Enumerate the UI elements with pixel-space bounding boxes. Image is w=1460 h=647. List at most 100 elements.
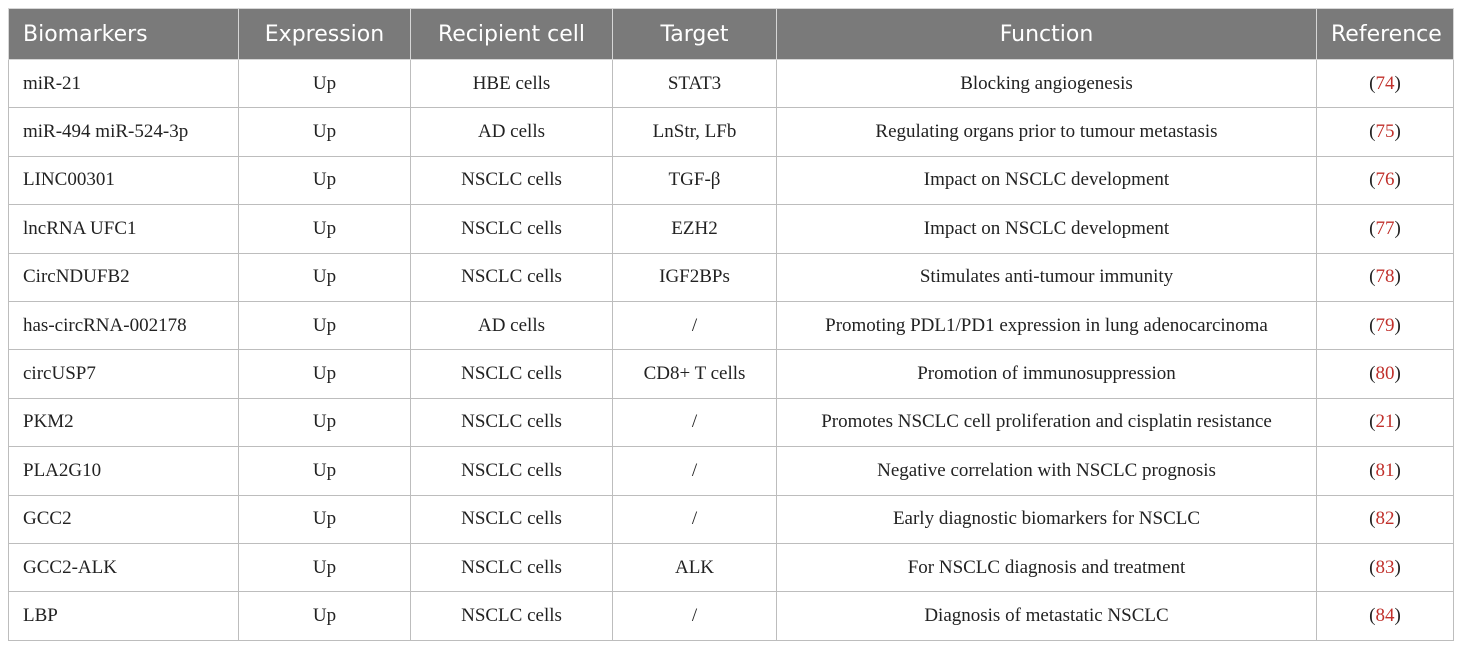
cell-function: Early diagnostic biomarkers for NSCLC xyxy=(776,494,1317,544)
table-row: circUSP7 Up NSCLC cells CD8+ T cells Promoti… xyxy=(8,349,1454,399)
cell-reference: (84) xyxy=(1316,591,1454,641)
reference-link[interactable]: 81 xyxy=(1375,459,1395,481)
cell-recipient-cell: NSCLC cells xyxy=(410,252,613,302)
cell-recipient-cell: HBE cells xyxy=(410,58,613,109)
cell-target: TGF-β xyxy=(612,155,777,206)
table-row: CircNDUFB2 Up NSCLC cells IGF2BPs Stimulates… xyxy=(8,252,1454,302)
cell-biomarker: has-circRNA-002178 xyxy=(8,300,239,351)
reference-close-paren: ) xyxy=(1394,604,1401,626)
reference-link[interactable]: 21 xyxy=(1375,411,1395,433)
cell-expression: Up xyxy=(238,397,411,448)
cell-target: ALK xyxy=(612,542,777,593)
cell-biomarker: PKM2 xyxy=(8,397,239,448)
reference-link[interactable]: 76 xyxy=(1375,169,1395,191)
cell-biomarker: GCC2 xyxy=(8,494,239,544)
table-row: has-circRNA-002178 Up AD cells / Promoting P… xyxy=(8,300,1454,351)
reference-link[interactable]: 74 xyxy=(1375,72,1395,94)
reference-close-paren: ) xyxy=(1394,217,1401,239)
reference-open-paren: ( xyxy=(1369,363,1376,385)
reference-link[interactable]: 75 xyxy=(1375,121,1395,143)
cell-target: STAT3 xyxy=(612,58,777,109)
cell-expression: Up xyxy=(238,58,411,109)
header-target: Target xyxy=(612,8,777,60)
reference-link[interactable]: 79 xyxy=(1375,314,1395,336)
cell-reference: (82) xyxy=(1316,494,1454,544)
cell-biomarker: LINC00301 xyxy=(8,155,239,206)
cell-expression: Up xyxy=(238,155,411,206)
cell-target: / xyxy=(612,300,777,351)
reference-open-paren: ( xyxy=(1369,314,1376,336)
cell-target: / xyxy=(612,397,777,448)
header-biomarkers: Biomarkers xyxy=(8,8,239,60)
cell-biomarker: lncRNA UFC1 xyxy=(8,204,239,254)
header-expression: Expression xyxy=(238,8,411,60)
cell-target: CD8+ T cells xyxy=(612,349,777,399)
cell-biomarker: miR-494 miR-524-3p xyxy=(8,107,239,157)
reference-open-paren: ( xyxy=(1369,508,1376,530)
reference-link[interactable]: 82 xyxy=(1375,508,1395,530)
reference-close-paren: ) xyxy=(1394,169,1401,191)
reference-link[interactable]: 83 xyxy=(1375,556,1395,578)
cell-biomarker: LBP xyxy=(8,591,239,641)
cell-target: LnStr, LFb xyxy=(612,107,777,157)
header-function: Function xyxy=(776,8,1317,60)
cell-function: Regulating organs prior to tumour metast… xyxy=(776,107,1317,157)
reference-close-paren: ) xyxy=(1394,72,1401,94)
cell-reference: (77) xyxy=(1316,204,1454,254)
reference-close-paren: ) xyxy=(1394,121,1401,143)
reference-link[interactable]: 77 xyxy=(1375,217,1395,239)
cell-function: For NSCLC diagnosis and treatment xyxy=(776,542,1317,593)
cell-reference: (80) xyxy=(1316,349,1454,399)
table-row: GCC2 Up NSCLC cells / Early diagnostic bioma… xyxy=(8,494,1454,544)
reference-open-paren: ( xyxy=(1369,217,1376,239)
cell-recipient-cell: NSCLC cells xyxy=(410,494,613,544)
reference-link[interactable]: 80 xyxy=(1375,363,1395,385)
cell-target: / xyxy=(612,494,777,544)
cell-recipient-cell: NSCLC cells xyxy=(410,591,613,641)
table-row: lncRNA UFC1 Up NSCLC cells EZH2 Impact on NS… xyxy=(8,204,1454,254)
table-header-row: Biomarkers Expression Recipient cell Tar… xyxy=(8,8,1454,60)
table-row: PLA2G10 Up NSCLC cells / Negative correlatio… xyxy=(8,446,1454,496)
reference-close-paren: ) xyxy=(1394,459,1401,481)
table-row: miR-494 miR-524-3p Up AD cells LnStr, LFb Re… xyxy=(8,107,1454,157)
reference-open-paren: ( xyxy=(1369,459,1376,481)
reference-close-paren: ) xyxy=(1394,508,1401,530)
cell-recipient-cell: NSCLC cells xyxy=(410,204,613,254)
cell-expression: Up xyxy=(238,204,411,254)
cell-reference: (74) xyxy=(1316,58,1454,109)
cell-function: Diagnosis of metastatic NSCLC xyxy=(776,591,1317,641)
table-row: miR-21 Up HBE cells STAT3 Blocking angiogene… xyxy=(8,58,1454,109)
biomarker-table: Biomarkers Expression Recipient cell Tar… xyxy=(8,8,1454,641)
table-row: GCC2-ALK Up NSCLC cells ALK For NSCLC diagno… xyxy=(8,542,1454,593)
cell-recipient-cell: NSCLC cells xyxy=(410,542,613,593)
table-row: LBP Up NSCLC cells / Diagnosis of metastatic… xyxy=(8,591,1454,641)
reference-open-paren: ( xyxy=(1369,604,1376,626)
cell-reference: (75) xyxy=(1316,107,1454,157)
header-recipient-cell: Recipient cell xyxy=(410,8,613,60)
reference-close-paren: ) xyxy=(1394,411,1401,433)
cell-expression: Up xyxy=(238,591,411,641)
cell-reference: (21) xyxy=(1316,397,1454,448)
cell-recipient-cell: NSCLC cells xyxy=(410,397,613,448)
reference-open-paren: ( xyxy=(1369,266,1376,288)
cell-function: Impact on NSCLC development xyxy=(776,204,1317,254)
cell-reference: (81) xyxy=(1316,446,1454,496)
cell-function: Negative correlation with NSCLC prognosi… xyxy=(776,446,1317,496)
cell-expression: Up xyxy=(238,349,411,399)
cell-expression: Up xyxy=(238,446,411,496)
cell-recipient-cell: NSCLC cells xyxy=(410,349,613,399)
cell-reference: (78) xyxy=(1316,252,1454,302)
cell-target: / xyxy=(612,591,777,641)
cell-target: IGF2BPs xyxy=(612,252,777,302)
cell-biomarker: GCC2-ALK xyxy=(8,542,239,593)
reference-open-paren: ( xyxy=(1369,121,1376,143)
cell-recipient-cell: AD cells xyxy=(410,107,613,157)
reference-link[interactable]: 84 xyxy=(1375,604,1395,626)
reference-open-paren: ( xyxy=(1369,169,1376,191)
reference-link[interactable]: 78 xyxy=(1375,266,1395,288)
cell-recipient-cell: NSCLC cells xyxy=(410,446,613,496)
cell-function: Impact on NSCLC development xyxy=(776,155,1317,206)
cell-recipient-cell: NSCLC cells xyxy=(410,155,613,206)
cell-target: EZH2 xyxy=(612,204,777,254)
cell-function: Promotes NSCLC cell proliferation and ci… xyxy=(776,397,1317,448)
